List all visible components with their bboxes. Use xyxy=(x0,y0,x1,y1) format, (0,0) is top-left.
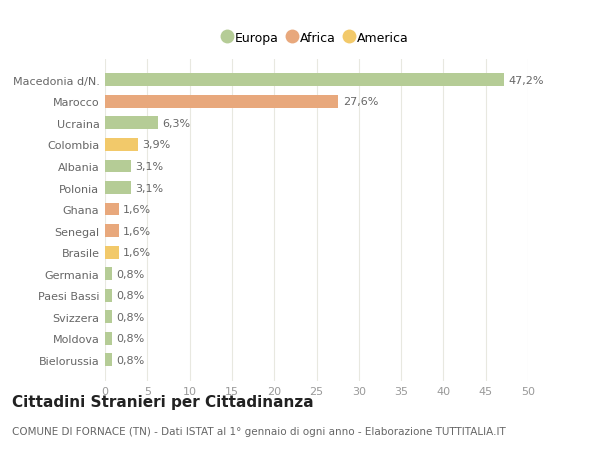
Text: 3,1%: 3,1% xyxy=(136,162,164,172)
Text: 0,8%: 0,8% xyxy=(116,291,144,301)
Text: 47,2%: 47,2% xyxy=(509,76,544,86)
Text: 0,8%: 0,8% xyxy=(116,333,144,343)
Bar xyxy=(105,160,131,173)
Legend: Europa, Africa, America: Europa, Africa, America xyxy=(219,28,414,50)
Bar xyxy=(105,139,138,151)
Text: 3,1%: 3,1% xyxy=(136,183,164,193)
Bar xyxy=(105,203,119,216)
Bar xyxy=(105,182,131,195)
Text: 6,3%: 6,3% xyxy=(163,119,191,129)
Text: 1,6%: 1,6% xyxy=(123,205,151,214)
Bar xyxy=(105,96,338,109)
Bar xyxy=(105,224,119,237)
Bar xyxy=(105,311,112,324)
Text: 27,6%: 27,6% xyxy=(343,97,378,107)
Text: 0,8%: 0,8% xyxy=(116,312,144,322)
Bar xyxy=(105,289,112,302)
Bar xyxy=(105,332,112,345)
Bar xyxy=(105,74,505,87)
Text: 1,6%: 1,6% xyxy=(123,247,151,257)
Text: 1,6%: 1,6% xyxy=(123,226,151,236)
Bar xyxy=(105,246,119,259)
Text: 0,8%: 0,8% xyxy=(116,355,144,365)
Bar xyxy=(105,268,112,280)
Text: COMUNE DI FORNACE (TN) - Dati ISTAT al 1° gennaio di ogni anno - Elaborazione TU: COMUNE DI FORNACE (TN) - Dati ISTAT al 1… xyxy=(12,426,506,436)
Bar xyxy=(105,353,112,366)
Bar xyxy=(105,117,158,130)
Text: Cittadini Stranieri per Cittadinanza: Cittadini Stranieri per Cittadinanza xyxy=(12,394,314,409)
Text: 3,9%: 3,9% xyxy=(142,140,170,150)
Text: 0,8%: 0,8% xyxy=(116,269,144,279)
